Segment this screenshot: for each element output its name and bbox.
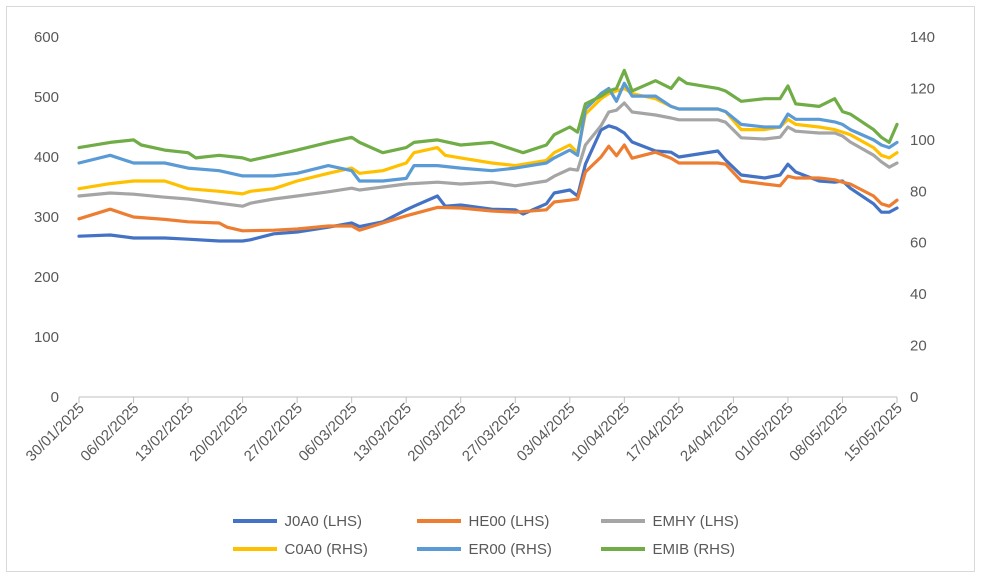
legend-item-emhy: EMHY (LHS) [600,512,751,530]
legend-item-c0a0: C0A0 (RHS) [232,540,383,558]
right-axis-tick-label: 100 [910,132,935,149]
legend-item-j0a0: J0A0 (LHS) [232,512,383,530]
legend-label: HE00 (LHS) [468,512,550,530]
x-axis-tick-label: 01/05/2025 [732,400,797,465]
right-axis-tick-label: 0 [910,389,918,406]
x-axis-tick-label: 27/03/2025 [459,400,524,465]
x-axis-tick-label: 20/03/2025 [404,400,469,465]
legend-swatch [232,547,277,551]
x-axis-tick-label: 06/03/2025 [295,400,360,465]
left-axis-tick-label: 400 [34,149,59,166]
legend-label: J0A0 (LHS) [284,512,363,530]
right-axis-tick-label: 140 [910,29,935,46]
legend-label: EMIB (RHS) [652,540,736,558]
x-axis-tick-label: 13/03/2025 [350,400,415,465]
legend-label: C0A0 (RHS) [284,540,368,558]
legend-swatch [232,519,277,523]
legend-swatch [416,547,461,551]
left-axis-tick-label: 0 [51,389,59,406]
x-axis-tick-label: 24/04/2025 [677,400,742,465]
right-axis-tick-label: 20 [910,338,927,355]
x-axis-tick-label: 03/04/2025 [514,400,579,465]
line-chart: 0 100 200 300 400 500 600 0 20 40 60 80 100 120 140 30/… [23,29,935,465]
legend-row: C0A0 (RHS) ER00 (RHS) EMIB (RHS) [7,535,976,563]
x-axis-tick-label: 08/05/2025 [786,400,851,465]
legend: J0A0 (LHS) HE00 (LHS) EMHY (LHS) C0A0 (RHS… [7,507,976,563]
legend-item-emib: EMIB (RHS) [600,540,751,558]
legend-item-er00: ER00 (RHS) [416,540,567,558]
series-line-er00 [77,81,899,183]
legend-swatch [600,519,645,523]
x-axis-tick-label: 30/01/2025 [23,400,88,465]
left-axis-tick-label: 200 [34,269,59,286]
right-axis-tick-label: 120 [910,80,935,97]
chart-frame: 0 100 200 300 400 500 600 0 20 40 60 80 100 120 140 30/… [6,6,975,572]
right-axis-tick-label: 40 [910,286,927,303]
x-axis-tick-label: 10/04/2025 [568,400,633,465]
x-axis-tick-label: 27/02/2025 [241,400,306,465]
series-line-he00 [77,143,899,233]
legend-swatch [416,519,461,523]
legend-label: EMHY (LHS) [652,512,739,530]
left-axis-tick-label: 500 [34,89,59,106]
left-axis-tick-label: 300 [34,209,59,226]
x-axis-tick-label: 15/05/2025 [841,400,906,465]
series-line-emib [77,68,899,162]
legend-row: J0A0 (LHS) HE00 (LHS) EMHY (LHS) [7,507,976,535]
legend-item-he00: HE00 (LHS) [416,512,567,530]
left-axis-tick-label: 600 [34,29,59,46]
x-axis-tick-label: 13/02/2025 [132,400,197,465]
legend-label: ER00 (RHS) [468,540,552,558]
legend-swatch [600,547,645,551]
right-axis-tick-label: 80 [910,183,927,200]
x-axis-tick-label: 06/02/2025 [77,400,142,465]
series-line-j0a0 [77,124,899,243]
x-axis-tick-label: 17/04/2025 [623,400,688,465]
series-line-emhy [77,101,899,208]
left-axis-tick-label: 100 [34,329,59,346]
x-axis-tick-label: 20/02/2025 [186,400,251,465]
right-axis-tick-label: 60 [910,235,927,252]
